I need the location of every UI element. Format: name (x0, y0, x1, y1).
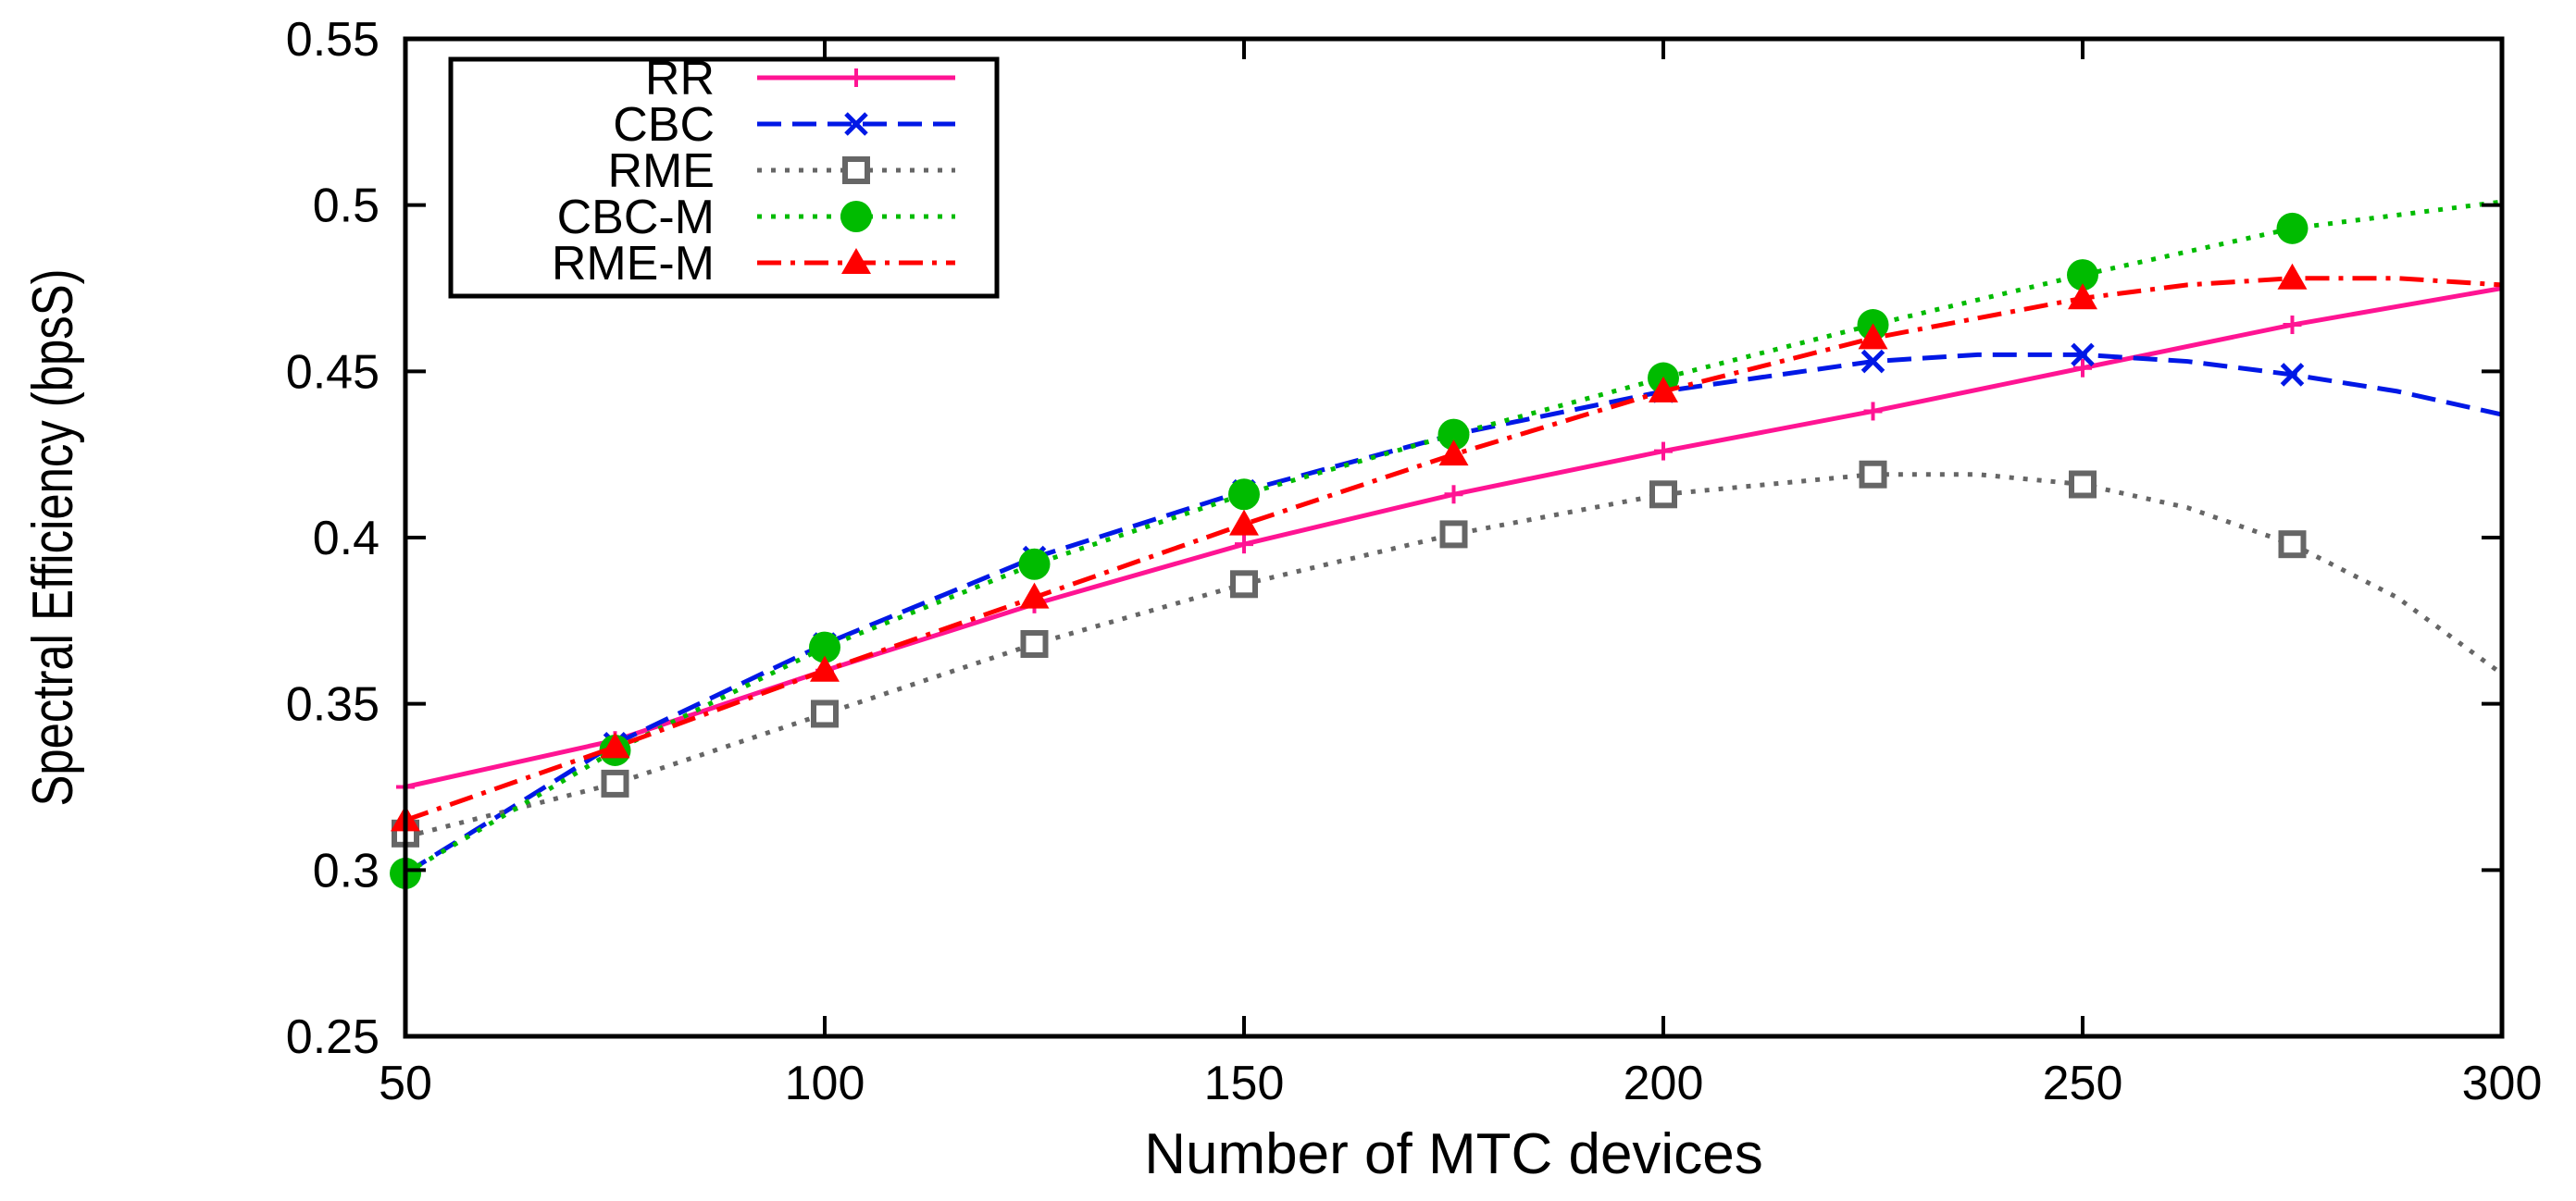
legend-label: RME (607, 144, 715, 198)
series-line-rme (404, 472, 2504, 839)
data-point-rr (1444, 485, 1463, 504)
legend-label: CBC (613, 98, 715, 152)
x-tick-label: 300 (2462, 1057, 2543, 1110)
data-point-cbc-m (1228, 478, 1260, 511)
data-point-rme-m (2277, 263, 2308, 290)
legend-label: RME-M (552, 237, 715, 291)
data-point-rme (1020, 629, 1049, 658)
x-axis-ticks: 50 100 150 200 250 300 (379, 39, 2542, 1110)
legend-label: CBC-M (557, 191, 715, 244)
plot-series (390, 199, 2504, 889)
data-point-cbc (1860, 349, 1885, 374)
legend-marker (842, 156, 870, 184)
x-tick-label: 250 (2043, 1057, 2123, 1110)
legend-label: RR (645, 52, 715, 105)
legend-item-cbc: CBC (613, 98, 955, 152)
legend-box (448, 56, 1000, 299)
legend-marker (847, 68, 865, 87)
legend-item-rme-m: RME-M (552, 237, 955, 291)
data-point-rr (1863, 402, 1883, 421)
legend-item-rr: RR (645, 52, 955, 105)
data-point-rme-m (1229, 509, 1259, 536)
y-tick-label: 0.35 (286, 678, 380, 732)
data-point-rme-m (1019, 582, 1050, 609)
legend-marker (840, 201, 872, 232)
data-point-rme-m (1438, 440, 1469, 466)
y-tick-label: 0.45 (286, 345, 380, 399)
x-axis-label: Number of MTC devices (1144, 1122, 1762, 1186)
y-axis-ticks: 0.25 0.3 0.35 0.4 0.45 0.5 0.55 (286, 13, 2502, 1064)
y-axis-label: Spectral Efficiency (bpsS) (21, 268, 85, 806)
x-tick-label: 200 (1624, 1057, 1704, 1110)
data-point-rme-m (600, 732, 630, 759)
data-point-rme-m (1649, 376, 1678, 402)
legend-item-cbc-m: CBC-M (557, 191, 955, 244)
series-line-cbc (404, 352, 2503, 876)
data-point-cbc-m (2276, 212, 2308, 244)
y-tick-label: 0.5 (313, 180, 380, 233)
data-point-cbc (2071, 342, 2095, 367)
data-point-rr (1235, 535, 1253, 554)
legend-marker (844, 112, 868, 136)
y-tick-label: 0.3 (313, 844, 380, 898)
legend-marker (841, 248, 871, 274)
data-point-rme (2278, 530, 2307, 559)
data-point-rme-m (810, 655, 840, 682)
x-tick-label: 100 (785, 1057, 865, 1110)
data-point-rme (2069, 470, 2097, 499)
y-tick-label: 0.4 (313, 512, 380, 565)
x-tick-label: 150 (1204, 1057, 1285, 1110)
data-point-rr (2073, 358, 2092, 378)
data-point-rr (2283, 316, 2302, 335)
y-tick-label: 0.55 (286, 13, 380, 67)
data-point-rme (1230, 570, 1258, 599)
data-point-rme-m (1858, 323, 1888, 350)
data-point-rme (1649, 480, 1677, 509)
data-point-cbc-m (1018, 548, 1051, 580)
data-point-rme (601, 769, 629, 798)
data-point-cbc-m (809, 631, 840, 663)
data-point-rme (811, 700, 839, 728)
series-rme (392, 460, 2504, 848)
data-point-cbc-m (2067, 259, 2098, 291)
data-point-rme (1859, 460, 1887, 489)
x-tick-label: 50 (379, 1057, 432, 1110)
data-point-cbc (2280, 363, 2305, 387)
legend-item-rme: RME (607, 144, 955, 198)
series-cbc-m (390, 199, 2503, 889)
data-point-rme (1439, 520, 1468, 549)
data-point-rr (1654, 441, 1673, 461)
data-point-rme-m (2068, 283, 2097, 310)
data-point-cbc-m (1437, 418, 1470, 451)
y-tick-label: 0.25 (286, 1010, 380, 1064)
